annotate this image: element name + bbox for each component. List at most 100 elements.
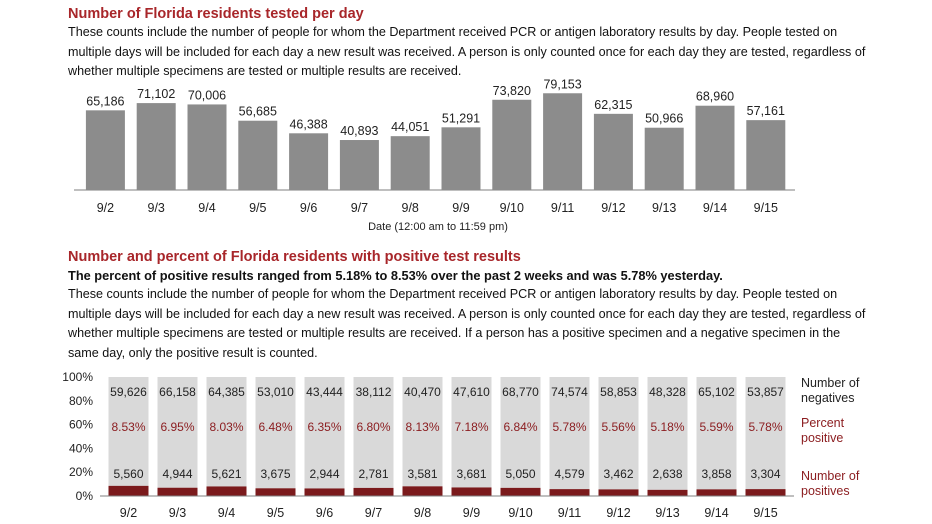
negative-bar-segment [696,377,737,490]
positive-bar-segment [255,488,296,496]
positives-label: 3,581 [407,467,437,481]
positive-bar-segment [206,486,247,496]
y-tick-label: 100% [62,370,93,384]
percent-positive-label: 6.95% [160,420,194,434]
x-tick-label: 9/15 [753,506,777,520]
bar [136,103,176,190]
x-tick-label: 9/15 [754,201,778,215]
legend-percent-line1: Percent [801,416,845,430]
bar-value-label: 68,960 [696,90,734,104]
x-tick-label: 9/10 [500,201,524,215]
x-tick-label: 9/10 [508,506,532,520]
negative-bar-segment [255,377,296,489]
positives-label: 3,858 [701,467,731,481]
bar-value-label: 62,315 [594,98,632,112]
x-tick-label: 9/14 [704,506,728,520]
bar-value-label: 57,161 [747,104,785,118]
y-tick-label: 40% [69,441,93,455]
x-tick-label: 9/4 [198,201,215,215]
negative-bar-segment [451,377,492,488]
negatives-label: 65,102 [698,385,735,399]
bar [593,113,633,190]
negatives-label: 68,770 [502,385,539,399]
x-tick-label: 9/4 [218,506,235,520]
x-tick-label: 9/13 [652,201,676,215]
y-tick-label: 20% [69,465,93,479]
bar [695,105,735,190]
negative-bar-segment [206,377,247,487]
tested-chart-description: These counts include the number of peopl… [68,25,866,78]
percent-positive-label: 5.78% [552,420,586,434]
negatives-label: 47,610 [453,385,490,399]
positives-label: 4,579 [554,467,584,481]
positives-label: 5,621 [211,467,241,481]
negative-bar-segment [304,377,345,489]
bar [543,93,583,190]
positives-label: 3,675 [260,467,290,481]
x-tick-label: 9/9 [452,201,469,215]
positives-label: 5,560 [113,467,143,481]
x-tick-label: 9/6 [300,201,317,215]
x-tick-label: 9/7 [351,201,368,215]
positives-label: 4,944 [162,467,192,481]
percent-positive-label: 5.18% [650,420,684,434]
bar [289,133,329,190]
positive-bar-segment [745,489,786,496]
negatives-label: 40,470 [404,385,441,399]
negatives-label: 53,857 [747,385,784,399]
positive-bar-segment [500,487,541,496]
negatives-label: 66,158 [159,385,196,399]
x-tick-label: 9/3 [169,506,186,520]
negatives-label: 64,385 [208,385,245,399]
positive-bar-segment [696,489,737,496]
positive-bar-segment [402,486,443,496]
bar-value-label: 71,102 [137,87,175,101]
y-tick-label: 80% [69,394,93,408]
legend-negatives-line2: negatives [801,391,855,405]
percent-positive-label: 6.48% [258,420,292,434]
bar-value-label: 79,153 [543,77,581,91]
x-tick-label: 9/5 [267,506,284,520]
bar [746,120,786,190]
negative-bar-segment [157,377,198,488]
x-tick-label: 9/2 [97,201,114,215]
legend-positives-line2: positives [801,484,850,498]
x-tick-label: 9/13 [655,506,679,520]
negative-bar-segment [745,377,786,490]
bar-value-label: 56,685 [239,105,277,119]
positive-bar-segment [598,489,639,496]
x-tick-label: 9/7 [365,506,382,520]
positive-bar-segment [647,489,688,496]
bar-value-label: 44,051 [391,120,429,134]
negatives-label: 53,010 [257,385,294,399]
bar [85,110,125,190]
positives-label: 3,462 [603,467,633,481]
x-tick-label: 9/9 [463,506,480,520]
x-tick-label: 9/12 [606,506,630,520]
negatives-label: 74,574 [551,385,588,399]
legend-negatives-line1: Number of [801,376,860,390]
negative-bar-segment [500,377,541,488]
bar [187,104,227,190]
positives-label: 3,681 [456,467,486,481]
percent-positive-label: 5.78% [748,420,782,434]
positives-label: 5,050 [505,467,535,481]
positive-bar-segment [304,488,345,496]
positive-bar-segment [108,485,149,496]
x-tick-label: 9/8 [414,506,431,520]
x-axis-label: Date (12:00 am to 11:59 pm) [368,221,508,233]
positives-label: 2,781 [358,467,388,481]
y-tick-label: 60% [69,418,93,432]
percent-positive-label: 6.84% [503,420,537,434]
negative-bar-segment [598,377,639,490]
percent-positive-label: 5.56% [601,420,635,434]
bar [644,127,684,190]
bar-value-label: 73,820 [493,84,531,98]
legend-positives-line1: Number of [801,469,860,483]
negative-bar-segment [353,377,394,488]
bar-value-label: 70,006 [188,88,226,102]
x-tick-label: 9/11 [551,201,574,215]
negative-bar-segment [549,377,590,490]
